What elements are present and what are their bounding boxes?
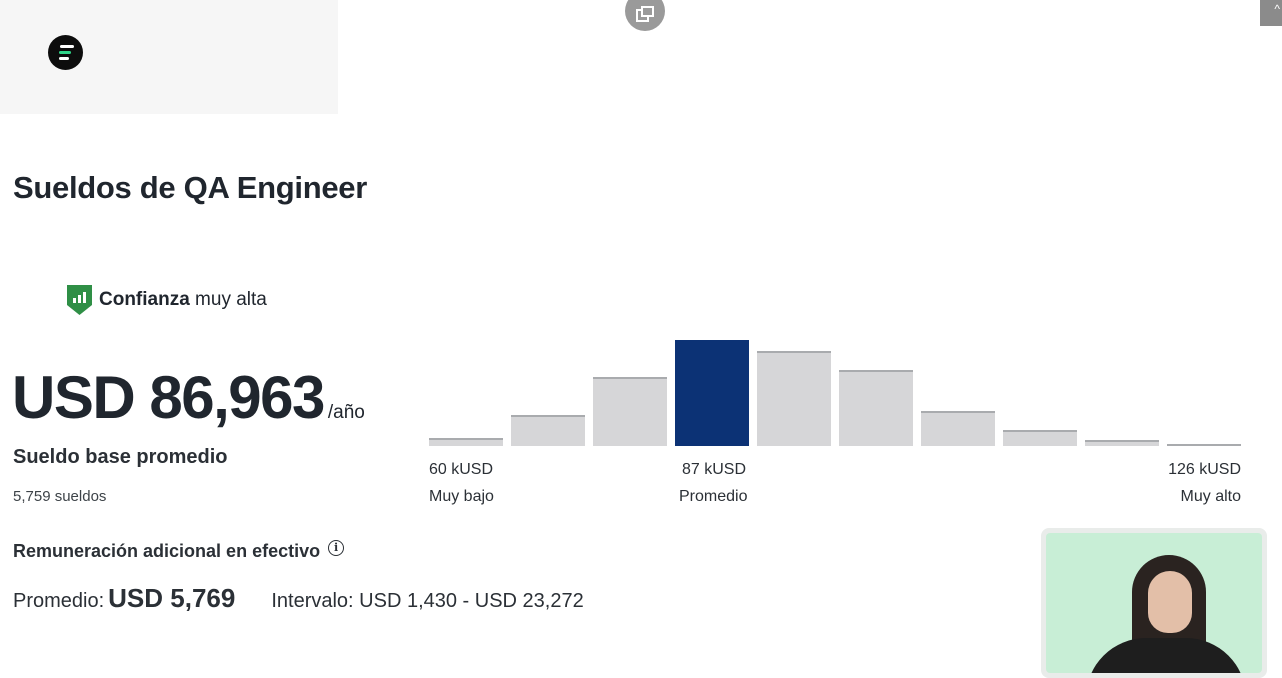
average-label: Promedio: (13, 590, 105, 612)
corner-collapse-icon[interactable]: ^ (1260, 0, 1282, 26)
low-value-label: 60 kUSD (429, 461, 494, 478)
mid-value-label: 87 kUSD (682, 461, 747, 478)
additional-cash-label: Remuneración adicional en efectivo i (13, 539, 345, 562)
histogram-bar (511, 415, 585, 446)
webcam-overlay[interactable] (1041, 528, 1267, 678)
salary-count: 5,759 sueldos (13, 488, 107, 505)
mid-label: Promedio (679, 488, 748, 505)
salary-unit: /año (327, 402, 365, 423)
histogram-bar (1167, 444, 1241, 446)
histogram-bar (1003, 430, 1077, 446)
histogram-bar (1085, 440, 1159, 446)
page-title: Sueldos de QA Engineer (13, 170, 367, 205)
histogram-bar (839, 370, 913, 446)
histogram-bar (429, 438, 503, 446)
range-text: Intervalo: USD 1,430 - USD 23,272 (271, 590, 584, 612)
histogram-bar (757, 351, 831, 446)
logo-panel (0, 0, 338, 114)
confidence-badge: Confianza muy alta (66, 284, 267, 316)
high-value-label: 126 kUSD (1168, 461, 1241, 478)
glassdoor-logo-icon[interactable] (48, 35, 83, 70)
popout-icon[interactable] (625, 0, 665, 31)
average-value: USD 5,769 (108, 583, 236, 613)
confidence-text: Confianza muy alta (99, 289, 267, 310)
shield-chart-icon (67, 285, 92, 315)
high-label: Muy alto (1180, 488, 1241, 505)
info-icon[interactable]: i (328, 539, 345, 556)
salary-value: USD 86,963 (12, 364, 325, 431)
additional-cash-summary: Promedio: USD 5,769 Intervalo: USD 1,430… (13, 583, 584, 614)
histogram-bar (593, 377, 667, 446)
salary-histogram (429, 330, 1242, 446)
presenter-video (1046, 533, 1262, 673)
histogram-bar (675, 340, 749, 446)
base-salary-label: Sueldo base promedio (13, 446, 228, 468)
low-label: Muy bajo (429, 488, 494, 505)
average-salary: USD 86,963 /año (12, 363, 365, 432)
histogram-bar (921, 411, 995, 446)
